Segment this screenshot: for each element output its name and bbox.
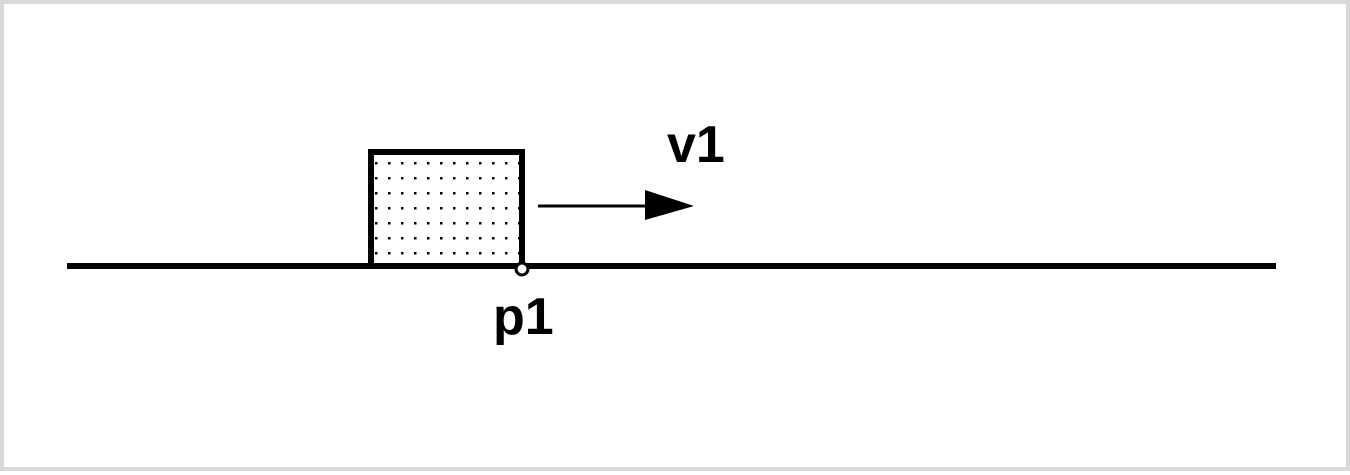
point-label: p1 [493,288,554,346]
velocity-label: v1 [667,116,725,174]
block [368,149,525,269]
velocity-arrowhead [645,190,694,220]
diagram-svg: v1 p1 [67,116,1276,346]
point-marker [514,261,530,277]
